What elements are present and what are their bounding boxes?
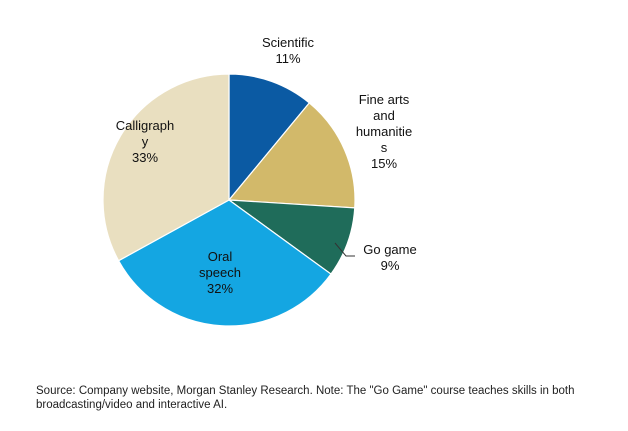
slice-name-line-fine-arts: Fine arts — [359, 92, 410, 107]
slice-name-line-fine-arts: s — [381, 140, 388, 155]
slice-name-line-go-game: Go game — [363, 242, 416, 257]
slice-name-line-oral-speech: speech — [199, 265, 241, 280]
pie-slice-scientific — [228, 73, 311, 202]
slice-labels: Scientific 11% Fine arts and humanitie s 15% Go… — [116, 35, 417, 296]
pie-chart: Scientific 11% Fine arts and humanitie s 15% Go… — [102, 35, 417, 327]
pie-slice-oral-speech — [117, 199, 332, 327]
slice-value-fine-arts: 15% — [371, 156, 397, 171]
slice-value-go-game: 9% — [381, 258, 400, 273]
slice-label-scientific: Scientific 11% — [262, 35, 315, 66]
slice-value-oral-speech: 32% — [207, 281, 233, 296]
pie-slice-fine-arts — [227, 102, 356, 209]
slice-name-line-fine-arts: humanitie — [356, 124, 412, 139]
slice-value-calligraphy: 33% — [132, 150, 158, 165]
slice-value-scientific: 11% — [275, 51, 300, 66]
leader-lines — [334, 242, 355, 257]
slice-name-line-scientific: Scientific — [262, 35, 315, 50]
slice-label-calligraphy: Calligraph y 33% — [116, 118, 175, 165]
slice-name-line-oral-speech: Oral — [208, 249, 233, 264]
slice-name-line-fine-arts: and — [373, 108, 395, 123]
pie-slices — [102, 73, 356, 327]
leader-line-go-game — [334, 242, 355, 257]
slice-label-fine-arts: Fine arts and humanitie s 15% — [356, 92, 412, 171]
slice-name-line-calligraphy: Calligraph — [116, 118, 175, 133]
slice-label-go-game: Go game 9% — [363, 242, 416, 273]
slice-label-oral-speech: Oral speech 32% — [199, 249, 241, 296]
source-note: Source: Company website, Morgan Stanley … — [36, 385, 575, 411]
pie-slice-calligraphy — [102, 73, 230, 262]
slice-name-line-calligraphy: y — [142, 134, 149, 149]
